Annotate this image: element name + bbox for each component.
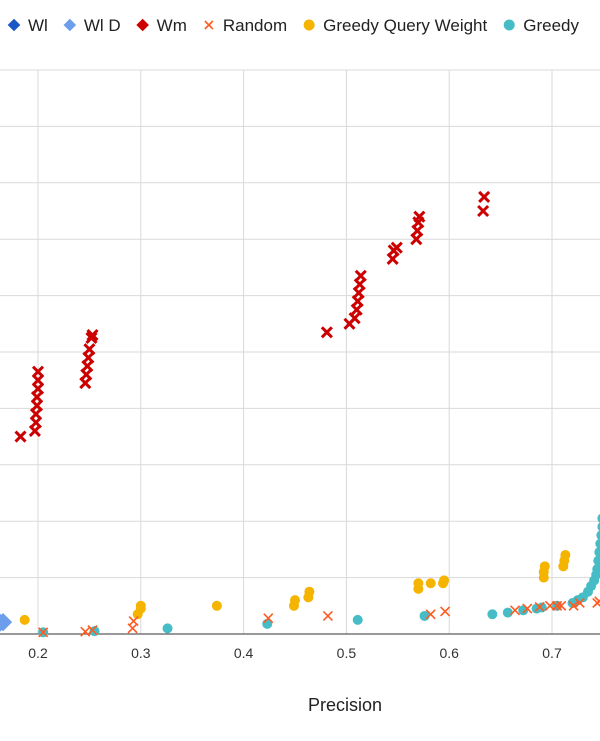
- legend-marker: [136, 18, 149, 32]
- data-point: [477, 204, 490, 218]
- data-point: [593, 555, 600, 566]
- data-point: [135, 600, 146, 611]
- data-point: [522, 603, 533, 614]
- data-point: [19, 614, 30, 625]
- data-point: [263, 613, 274, 624]
- legend-marker: [7, 18, 21, 32]
- legend-label: Greedy: [523, 16, 579, 35]
- data-point: [86, 329, 99, 342]
- data-point: [290, 595, 300, 606]
- legend-item: Wm: [136, 16, 187, 35]
- data-marks: [0, 190, 600, 638]
- data-point: [596, 530, 600, 541]
- x-tick-label: 0.7: [542, 645, 562, 661]
- data-point: [38, 627, 49, 638]
- data-point: [425, 578, 436, 589]
- series-greedy-query-weight: [19, 550, 571, 625]
- grid: [0, 69, 600, 635]
- data-point: [574, 597, 585, 609]
- series-wl-d: [0, 613, 13, 632]
- series-greedy: [38, 513, 600, 638]
- series-random: [38, 596, 600, 638]
- legend-marker: [204, 20, 214, 30]
- x-axis-title: Precision: [308, 695, 382, 715]
- legend-item: Greedy Query Weight: [303, 16, 488, 35]
- data-point: [568, 600, 579, 611]
- legend-marker: [503, 19, 515, 31]
- data-point: [348, 312, 361, 325]
- x-tick-label: 0.4: [234, 645, 254, 661]
- data-point: [536, 602, 547, 613]
- x-tick-label: 0.2: [28, 645, 48, 661]
- data-point: [597, 513, 600, 523]
- legend-item: Greedy: [503, 16, 579, 35]
- data-point: [597, 522, 600, 532]
- x-axis-ticks: 0.2 0.3 0.4 0.5 0.6 0.7: [28, 645, 562, 661]
- data-point: [509, 605, 521, 616]
- data-point: [544, 600, 556, 611]
- legend-label: Wl D: [84, 16, 121, 35]
- data-point: [556, 600, 567, 611]
- data-point: [552, 600, 563, 611]
- legend-label: Greedy Query Weight: [323, 16, 487, 35]
- data-point: [539, 561, 550, 572]
- data-point: [322, 610, 333, 622]
- data-point: [354, 269, 367, 282]
- legend: Wl Wl D Wm Random Greedy Query Weight Greedy: [7, 16, 579, 35]
- data-point: [320, 326, 333, 339]
- data-point: [211, 600, 222, 611]
- data-point: [594, 596, 600, 607]
- data-point: [413, 578, 424, 589]
- data-point: [87, 624, 98, 636]
- series-wm: [14, 190, 491, 443]
- data-point: [440, 606, 451, 617]
- data-point: [390, 241, 403, 254]
- data-point: [592, 564, 600, 575]
- data-point: [413, 210, 426, 223]
- legend-item: Wl: [7, 16, 48, 35]
- data-point: [487, 609, 498, 620]
- data-point: [594, 547, 600, 558]
- legend-label: Random: [223, 16, 287, 35]
- data-point: [425, 609, 436, 620]
- data-point: [83, 343, 96, 356]
- data-point: [162, 623, 173, 634]
- legend-label: Wl: [28, 16, 48, 35]
- legend-label: Wm: [157, 16, 187, 35]
- legend-item: Wl D: [63, 16, 121, 35]
- data-point: [0, 613, 13, 632]
- data-point: [304, 586, 315, 597]
- data-point: [478, 190, 491, 203]
- data-point: [595, 538, 600, 549]
- legend-marker: [63, 18, 77, 32]
- data-point: [534, 601, 545, 612]
- data-point: [128, 615, 139, 627]
- data-point: [31, 365, 45, 378]
- legend-marker: [303, 19, 315, 31]
- data-point: [560, 550, 571, 561]
- legend-item: Random: [204, 16, 287, 35]
- data-point: [502, 607, 513, 618]
- data-point: [352, 614, 363, 625]
- x-tick-label: 0.3: [131, 645, 151, 661]
- data-point: [14, 430, 27, 443]
- data-point: [439, 575, 450, 586]
- x-tick-label: 0.6: [439, 645, 459, 661]
- x-tick-label: 0.5: [337, 645, 357, 661]
